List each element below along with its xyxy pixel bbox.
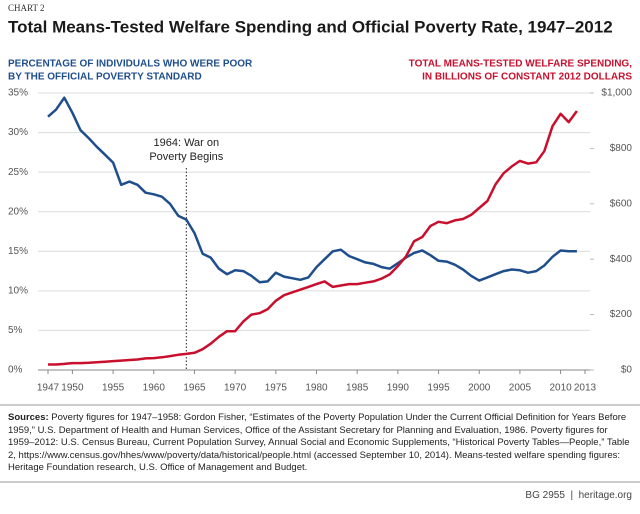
x-tick-label: 1960 (143, 383, 166, 394)
x-tick-label: 2005 (509, 383, 532, 394)
y2-tick-label: $800 (610, 143, 633, 154)
x-tick-label: 2013 (574, 383, 597, 394)
x-tick-label: 1990 (387, 383, 410, 394)
y-tick-label: 20% (8, 206, 28, 217)
y-tick-label: 15% (8, 246, 28, 257)
y-tick-label: 35% (8, 88, 28, 99)
y2-axis-label: IN BILLIONS OF CONSTANT 2012 DOLLARS (422, 72, 632, 83)
y2-tick-label: $0 (621, 365, 633, 376)
footer: BG 2955 | heritage.org (525, 490, 632, 501)
series-line (47, 96, 577, 284)
y-tick-label: 0% (8, 365, 23, 376)
y-axis-label: PERCENTAGE OF INDIVIDUALS WHO WERE POOR (8, 59, 253, 70)
y2-tick-label: $600 (610, 198, 633, 209)
footer-site: heritage.org (578, 490, 632, 501)
y2-tick-label: $1,000 (601, 88, 632, 99)
y-tick-label: 10% (8, 285, 28, 296)
x-tick-label: 1975 (265, 383, 288, 394)
x-tick-label: 1950 (61, 383, 84, 394)
x-tick-label: 1985 (346, 383, 369, 394)
x-tick-label: 1980 (305, 383, 328, 394)
sources: Sources: Poverty figures for 1947–1958: … (8, 412, 632, 475)
x-tick-label: 2010 (549, 383, 572, 394)
sources-text: Poverty figures for 1947–1958: Gordon Fi… (8, 412, 630, 473)
sources-label: Sources: (8, 412, 49, 423)
series-line (48, 110, 578, 366)
x-tick-label: 1947 (37, 383, 60, 394)
y2-tick-label: $400 (610, 254, 633, 265)
footer-id: BG 2955 (525, 490, 565, 501)
y-axis-label: BY THE OFFICIAL POVERTY STANDARD (8, 72, 202, 83)
y2-tick-label: $200 (610, 309, 633, 320)
x-tick-label: 1955 (102, 383, 125, 394)
y-tick-label: 5% (8, 325, 23, 336)
y-tick-label: 30% (8, 127, 28, 138)
annotation-text: Poverty Begins (149, 151, 223, 163)
x-tick-label: 1995 (427, 383, 450, 394)
y2-axis-label: TOTAL MEANS-TESTED WELFARE SPENDING, (409, 59, 633, 70)
y-tick-label: 25% (8, 167, 28, 178)
x-tick-label: 1965 (183, 383, 206, 394)
x-tick-label: 2000 (468, 383, 491, 394)
chart-label: CHART 2 (8, 3, 45, 13)
annotation-text: 1964: War on (153, 137, 219, 149)
x-tick-label: 1970 (224, 383, 247, 394)
chart-title: Total Means-Tested Welfare Spending and … (8, 17, 613, 36)
